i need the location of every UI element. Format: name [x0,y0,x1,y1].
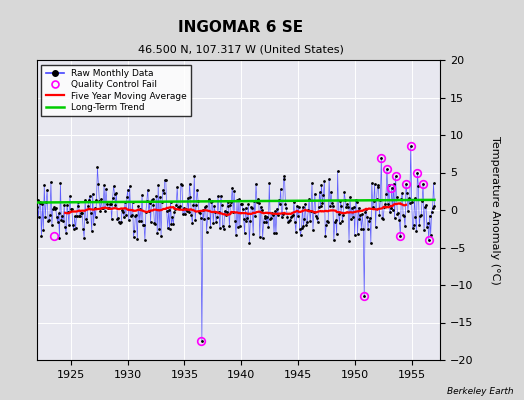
Legend: Raw Monthly Data, Quality Control Fail, Five Year Moving Average, Long-Term Tren: Raw Monthly Data, Quality Control Fail, … [41,64,191,116]
Text: 46.500 N, 107.317 W (United States): 46.500 N, 107.317 W (United States) [138,44,344,54]
Text: INGOMAR 6 SE: INGOMAR 6 SE [179,20,303,35]
Y-axis label: Temperature Anomaly (°C): Temperature Anomaly (°C) [490,136,500,284]
Text: Berkeley Earth: Berkeley Earth [447,387,514,396]
